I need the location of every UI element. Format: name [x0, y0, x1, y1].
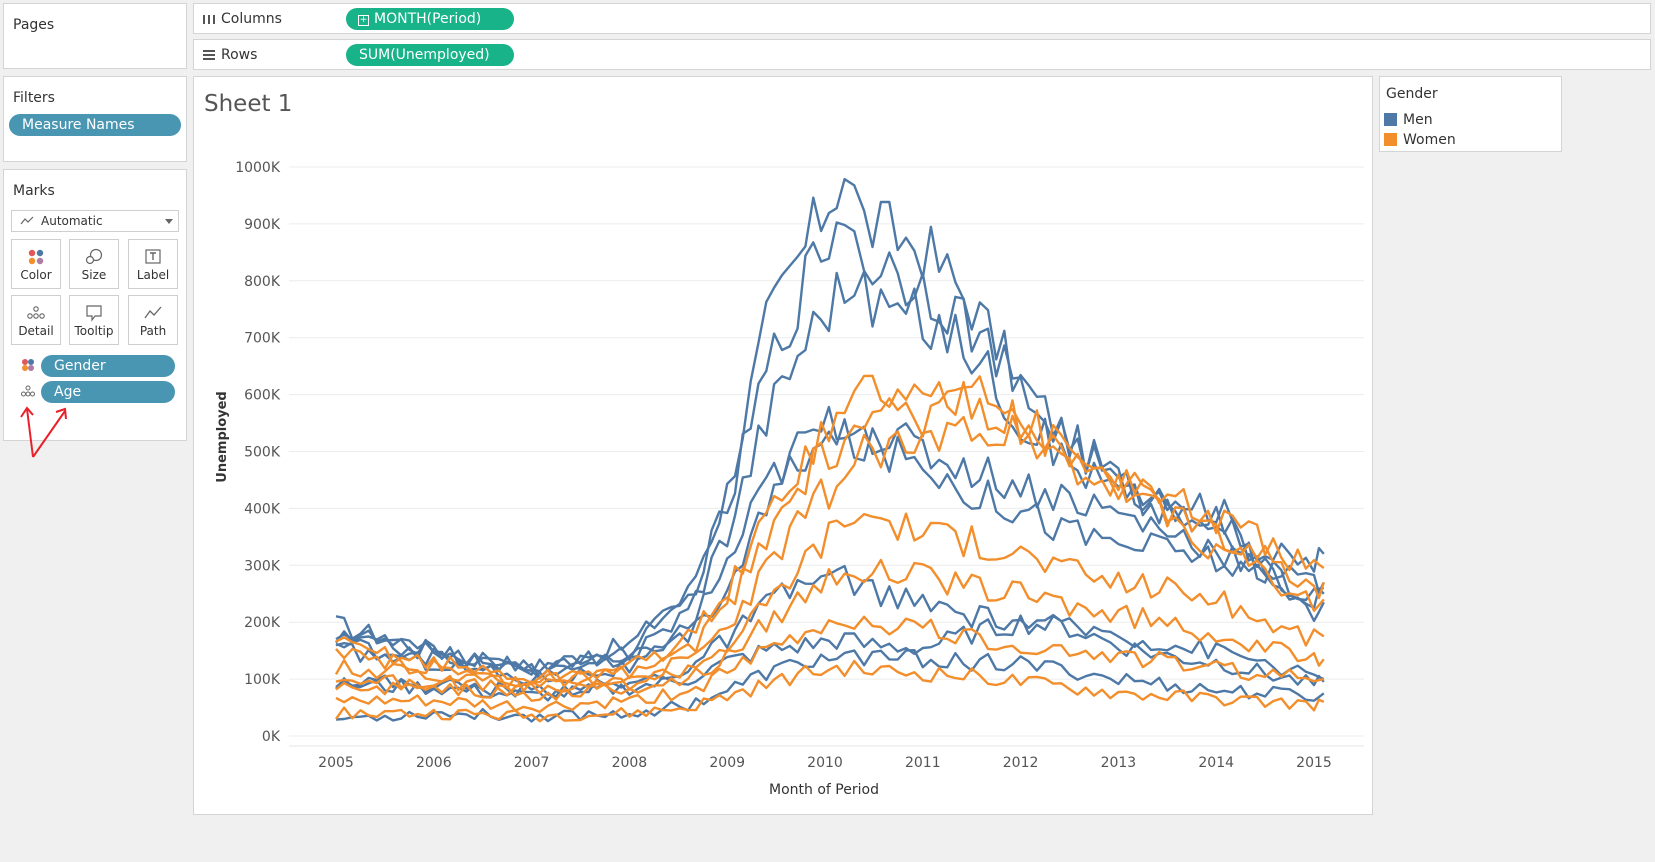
columns-pill-label: MONTH(Period) [374, 11, 482, 27]
x-tick-label: 2006 [416, 755, 452, 771]
worksheet-area: Sheet 1 0K 100K 200K 300K 400K 500K 600K 700K 80… [193, 76, 1373, 815]
rows-label: Rows [221, 47, 258, 63]
color-button[interactable]: Color [11, 239, 61, 289]
y-tick-label: 200K [244, 615, 281, 631]
line-mark-icon [20, 216, 34, 225]
series-line-men[interactable] [335, 405, 1325, 676]
mark-type-dropdown[interactable]: Automatic [11, 210, 179, 232]
detail-dots-icon [21, 385, 35, 397]
marks-card: Marks Automatic Color Size Label [3, 169, 187, 441]
y-axis-ticks: 0K 100K 200K 300K 400K 500K 600K 700K 800K 900K 10… [235, 160, 281, 745]
series-line-women[interactable] [335, 374, 1325, 685]
label-button-label: Label [136, 268, 170, 282]
expand-plus-icon[interactable]: + [358, 15, 369, 26]
sheet-title: Sheet 1 [204, 91, 293, 117]
legend-swatch-men [1384, 113, 1397, 126]
color-button-label: Color [20, 268, 52, 282]
filters-title: Filters [13, 90, 55, 106]
pages-title: Pages [13, 17, 55, 33]
x-axis-label: Month of Period [769, 782, 879, 798]
columns-pill-month-period[interactable]: + MONTH(Period) [346, 8, 514, 30]
series-line-women[interactable] [335, 615, 1325, 714]
size-button-label: Size [81, 268, 107, 282]
color-dots-icon [22, 359, 34, 371]
series-line-women[interactable] [335, 659, 1325, 723]
color-dots-icon [28, 249, 44, 265]
x-tick-label: 2007 [514, 755, 550, 771]
legend-item-women[interactable]: Women [1384, 130, 1456, 150]
chevron-down-icon[interactable] [165, 219, 173, 225]
size-circles-icon [85, 248, 103, 265]
line-chart: 0K 100K 200K 300K 400K 500K 600K 700K 800K 900K 10… [215, 160, 1364, 798]
tooltip-button[interactable]: Tooltip [69, 295, 119, 345]
marks-field-age[interactable]: Age [41, 381, 175, 403]
series-line-men[interactable] [335, 564, 1325, 698]
pages-card: Pages [3, 3, 187, 69]
mark-type-label: Automatic [41, 214, 103, 228]
detail-dots-icon [27, 306, 45, 319]
y-tick-label: 500K [244, 445, 281, 461]
path-line-icon [144, 306, 162, 319]
y-tick-label: 100K [244, 672, 281, 688]
y-tick-label: 0K [262, 729, 281, 745]
series-line-men[interactable] [335, 614, 1325, 702]
label-button[interactable]: Label [128, 239, 178, 289]
x-axis-ticks: 2005 2006 2007 2008 2009 2010 2011 2012 2013 2014… [318, 755, 1332, 771]
gender-legend: Gender Men Women [1379, 76, 1562, 152]
detail-button[interactable]: Detail [11, 295, 61, 345]
series-line-women[interactable] [335, 512, 1325, 697]
series-line-men[interactable] [335, 270, 1324, 679]
marks-title: Marks [13, 183, 55, 199]
x-tick-label: 2005 [318, 755, 354, 771]
x-tick-label: 2013 [1101, 755, 1137, 771]
y-tick-label: 1000K [235, 160, 281, 176]
x-tick-label: 2012 [1003, 755, 1039, 771]
legend-label-men: Men [1403, 112, 1433, 128]
annotation-arrows [20, 406, 67, 458]
series-line-women[interactable] [335, 375, 1325, 688]
filters-card: Filters Measure Names [3, 76, 187, 162]
text-label-icon [145, 249, 161, 264]
y-tick-label: 600K [244, 388, 281, 404]
rows-pill-sum-unemployed[interactable]: SUM(Unemployed) [346, 44, 514, 66]
series-line-men[interactable] [335, 418, 1325, 685]
y-tick-label: 400K [244, 501, 281, 517]
path-button[interactable]: Path [128, 295, 178, 345]
rows-icon [203, 50, 215, 60]
columns-label: Columns [221, 11, 282, 27]
size-button[interactable]: Size [69, 239, 119, 289]
y-axis-label: Unemployed [215, 391, 230, 482]
legend-label-women: Women [1403, 132, 1456, 148]
x-tick-label: 2015 [1296, 755, 1332, 771]
series-line-women[interactable] [334, 414, 1325, 692]
x-tick-label: 2014 [1198, 755, 1234, 771]
legend-swatch-women [1384, 133, 1397, 146]
x-tick-label: 2010 [807, 755, 843, 771]
y-tick-label: 800K [244, 274, 281, 290]
x-tick-label: 2011 [905, 755, 941, 771]
legend-title: Gender [1386, 86, 1438, 102]
columns-icon [203, 15, 215, 24]
series-line-men[interactable] [335, 221, 1325, 680]
series-line-men[interactable] [335, 649, 1325, 723]
x-tick-label: 2008 [612, 755, 648, 771]
x-tick-label: 2009 [709, 755, 745, 771]
filter-pill-measure-names[interactable]: Measure Names [9, 114, 181, 136]
path-button-label: Path [139, 324, 167, 338]
detail-button-label: Detail [18, 324, 54, 338]
series-line-women[interactable] [335, 558, 1325, 702]
series-lines [334, 177, 1325, 723]
y-tick-label: 700K [244, 331, 281, 347]
tooltip-bubble-icon [86, 305, 102, 322]
tooltip-button-label: Tooltip [74, 324, 114, 338]
y-tick-label: 900K [244, 217, 281, 233]
y-tick-label: 300K [244, 558, 281, 574]
marks-field-gender[interactable]: Gender [41, 355, 175, 377]
legend-item-men[interactable]: Men [1384, 110, 1433, 130]
